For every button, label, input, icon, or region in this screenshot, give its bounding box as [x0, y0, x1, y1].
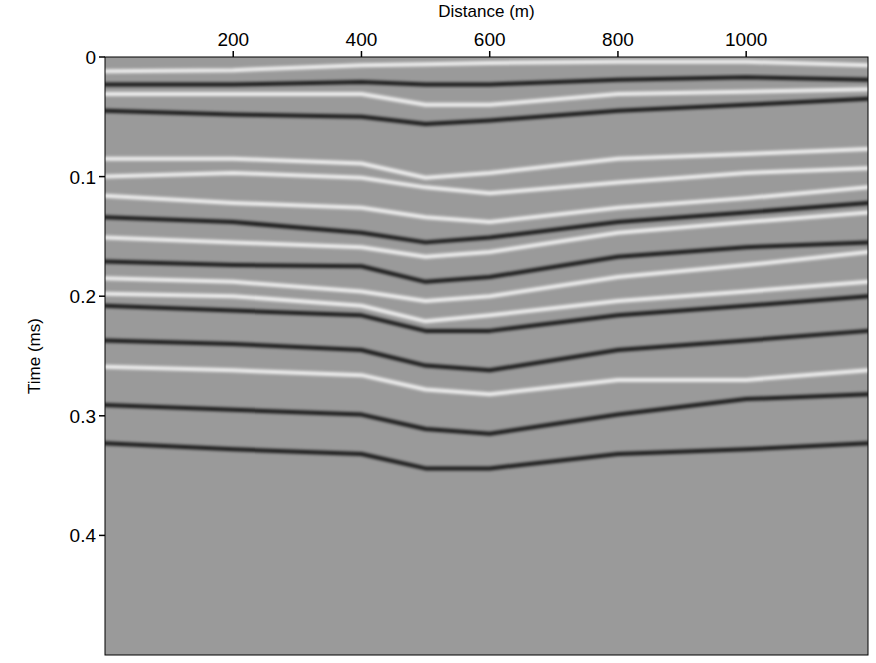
horizon: [105, 62, 868, 72]
y-axis-title: Time (ms): [25, 318, 44, 394]
horizon: [105, 394, 868, 433]
y-tick-label: 0.1: [70, 167, 96, 188]
y-tick: [99, 535, 105, 537]
horizon: [105, 99, 868, 124]
horizon: [105, 168, 868, 193]
x-axis-title: Distance (m): [438, 2, 534, 21]
x-tick: [489, 51, 491, 57]
x-tick-label: 1000: [725, 29, 767, 50]
x-tick: [361, 51, 363, 57]
horizons: [105, 62, 868, 469]
y-tick: [99, 295, 105, 297]
horizon: [105, 331, 868, 370]
horizon: [105, 443, 868, 468]
y-tick-label: 0.2: [70, 286, 96, 307]
y-tick-label: 0.3: [70, 406, 96, 427]
horizon: [105, 282, 868, 321]
horizon: [105, 212, 868, 256]
x-tick: [617, 51, 619, 57]
x-tick-label: 600: [474, 29, 506, 50]
plot-frame: [105, 57, 868, 655]
plot-background: [105, 57, 868, 655]
y-tick: [99, 56, 105, 58]
chart: 200 400 600 800 1000 0 0.1 0.2 0.3 0.4 Distance (m…: [0, 0, 876, 663]
x-tick-label: 200: [217, 29, 249, 50]
horizon: [105, 242, 868, 281]
horizon: [105, 77, 868, 84]
y-tick: [99, 176, 105, 178]
x-tick-label: 800: [602, 29, 634, 50]
y-tick-label: 0.4: [70, 525, 97, 546]
horizon: [105, 367, 868, 395]
x-tick: [232, 51, 234, 57]
horizon: [105, 296, 868, 331]
x-tick: [745, 51, 747, 57]
horizon: [105, 187, 868, 222]
y-tick: [99, 415, 105, 417]
horizon: [105, 252, 868, 301]
x-tick-label: 400: [346, 29, 378, 50]
y-tick-label: 0: [85, 47, 96, 68]
